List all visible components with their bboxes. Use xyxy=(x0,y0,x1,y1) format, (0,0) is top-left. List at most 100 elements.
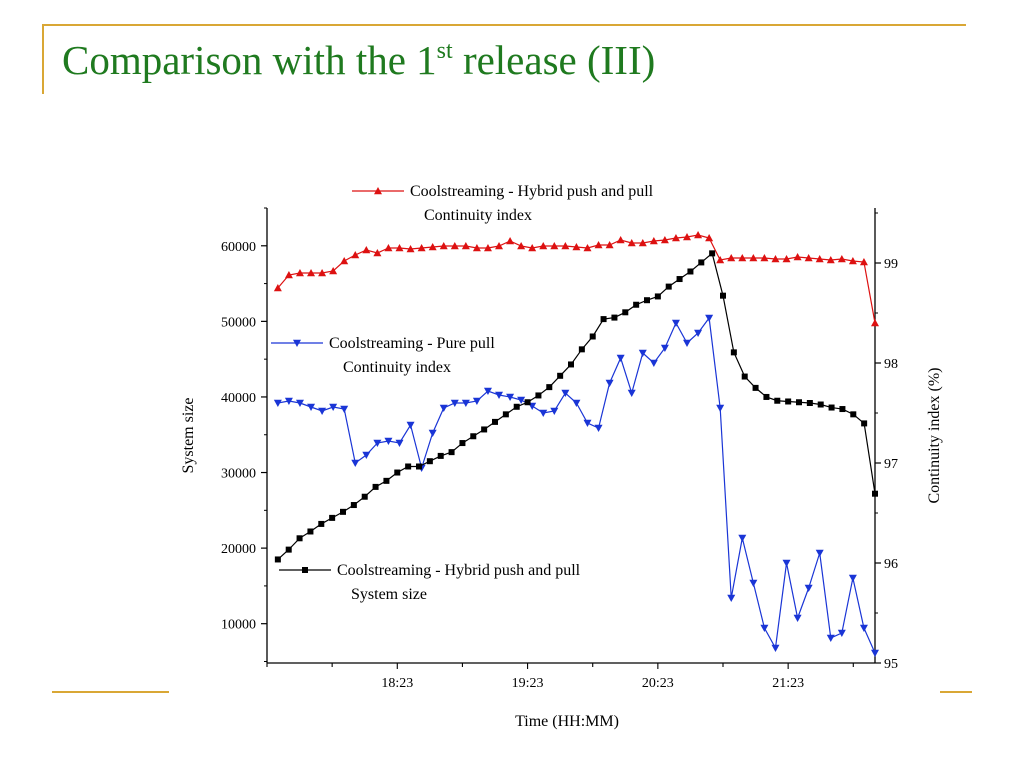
series-black-system-size-point xyxy=(763,393,770,400)
series-red-continuity-point xyxy=(837,255,846,263)
y-tick-label-right: 97 xyxy=(884,457,898,472)
series-black-system-size-point xyxy=(839,406,846,413)
slide-title: Comparison with the 1st release (III) xyxy=(62,36,655,84)
series-black-system-size-point xyxy=(405,463,412,470)
series-blue-continuity-point xyxy=(572,399,581,407)
series-blue-continuity-point xyxy=(594,424,603,432)
series-blue-continuity-point xyxy=(583,419,592,427)
series-red-continuity-point xyxy=(528,244,537,252)
series-blue-continuity-point xyxy=(727,594,736,602)
series-black-system-size-point xyxy=(416,463,422,470)
footer-accent-bar-right xyxy=(940,691,972,693)
series-red-continuity-point xyxy=(273,284,282,292)
y-tick-label-left: 40000 xyxy=(221,391,256,406)
series-red-continuity-point xyxy=(627,239,636,247)
series-blue-continuity-point xyxy=(716,404,725,412)
series-blue-continuity-point xyxy=(495,391,504,399)
series-blue-continuity-point xyxy=(782,559,791,567)
x-tick-label: 19:23 xyxy=(512,676,544,691)
series-blue-continuity-point xyxy=(351,459,360,467)
series-black-system-size-point xyxy=(318,520,325,527)
y-tick-label-left: 60000 xyxy=(221,240,256,255)
series-black-system-size-point xyxy=(872,490,878,497)
series-blue-continuity-point xyxy=(307,403,316,411)
series-blue-continuity-point xyxy=(694,329,703,337)
left-accent-bar xyxy=(42,24,44,94)
series-blue-continuity-point xyxy=(483,387,492,395)
series-black-system-size-point xyxy=(481,426,488,433)
series-red-continuity-point xyxy=(793,253,802,261)
series-black-system-size-point xyxy=(383,477,390,484)
series-blue-continuity-point xyxy=(705,314,714,322)
series-blue-continuity-point xyxy=(671,319,680,327)
series-red-continuity-point xyxy=(572,243,581,251)
series-blue-continuity-point xyxy=(295,399,304,407)
series-red-continuity-point xyxy=(605,241,614,249)
series-black-system-size-point xyxy=(861,420,868,427)
series-black-system-size-point xyxy=(709,250,716,257)
y-tick-label-left: 20000 xyxy=(221,542,256,557)
series-black-system-size-point xyxy=(654,293,661,300)
series-blue-continuity-point xyxy=(804,584,813,592)
series-blue-continuity-point xyxy=(461,399,470,407)
series-red-continuity xyxy=(273,231,879,327)
series-black-system-size-point xyxy=(502,411,509,418)
series-red-continuity-point xyxy=(638,239,647,247)
series-black-system-size-point xyxy=(350,502,357,509)
series-red-continuity-point xyxy=(671,234,680,242)
series-red-continuity-point xyxy=(716,256,725,264)
series-black-system-size-point xyxy=(796,399,802,406)
series-blue-continuity xyxy=(273,314,879,657)
series-black-system-size-point xyxy=(546,384,553,391)
series-red-continuity-point xyxy=(705,234,714,242)
series-blue-continuity-point xyxy=(472,397,481,405)
series-black-system-size-point xyxy=(307,528,314,535)
series-red-continuity-point xyxy=(815,255,824,263)
series-blue-continuity-point xyxy=(649,359,658,367)
y-tick-label-right: 98 xyxy=(884,357,898,372)
y-axis-title-left: System size xyxy=(180,398,197,474)
series-red-continuity-point xyxy=(804,254,813,262)
series-black-system-size-point xyxy=(524,399,531,406)
series-black-system-size-point xyxy=(361,493,368,500)
series-black-system-size xyxy=(274,250,878,563)
series-blue-continuity-point xyxy=(638,349,647,357)
legend-label-sub: System size xyxy=(351,586,427,603)
series-blue-continuity-point xyxy=(340,405,349,413)
legend-label: Coolstreaming - Pure pull xyxy=(329,335,495,352)
y-tick-label-right: 95 xyxy=(884,657,898,672)
series-red-continuity-point xyxy=(594,241,603,249)
series-blue-continuity-point xyxy=(406,421,415,429)
series-blue-continuity-point xyxy=(837,629,846,637)
series-black-system-size-point xyxy=(698,259,705,266)
legend-label: Coolstreaming - Hybrid push and pull xyxy=(410,183,654,200)
series-black-system-size-point xyxy=(676,276,683,283)
series-red-continuity-point xyxy=(683,233,692,241)
series-red-continuity-point xyxy=(284,271,293,279)
series-red-continuity-point xyxy=(395,244,404,252)
series-red-continuity-point xyxy=(384,244,393,252)
series-blue-continuity-point xyxy=(660,344,669,352)
series-blue-continuity-point xyxy=(793,614,802,622)
series-red-continuity-point xyxy=(859,258,868,266)
series-blue-continuity-point xyxy=(284,397,293,405)
series-black-system-size-point xyxy=(492,418,498,425)
series-red-continuity-point xyxy=(616,236,625,244)
series-blue-continuity-point xyxy=(605,379,614,387)
legend-entry: Coolstreaming - Hybrid push and pull Syst… xyxy=(279,562,581,603)
series-black-system-size-point xyxy=(644,297,650,304)
series-black-system-size-point xyxy=(633,301,640,308)
series-blue-continuity-point xyxy=(771,644,780,652)
series-blue-continuity-point xyxy=(627,389,636,397)
y-tick-label-left: 30000 xyxy=(221,467,256,482)
series-red-continuity-point xyxy=(439,242,448,250)
series-black-system-size-point xyxy=(828,404,835,411)
series-black-system-size-point xyxy=(394,469,401,476)
series-black-system-size-point xyxy=(817,401,824,408)
y-tick-label-left: 50000 xyxy=(221,315,256,330)
series-blue-continuity-point xyxy=(616,354,625,362)
series-red-continuity-point xyxy=(848,257,857,265)
series-black-system-size-point xyxy=(600,316,607,323)
series-red-continuity-point xyxy=(561,242,570,250)
